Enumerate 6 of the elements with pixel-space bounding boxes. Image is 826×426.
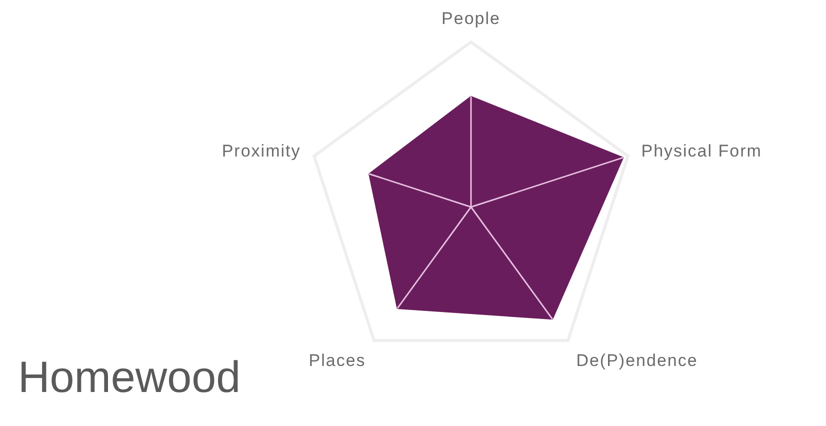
text: Homewood <box>18 353 241 402</box>
spoke-label: People <box>442 9 500 28</box>
spoke-label: De(P)endence <box>576 350 698 370</box>
spoke-label: Physical Form <box>641 142 762 161</box>
spoke-label: Places <box>308 350 366 370</box>
spoke-label: Proximity <box>222 142 301 161</box>
